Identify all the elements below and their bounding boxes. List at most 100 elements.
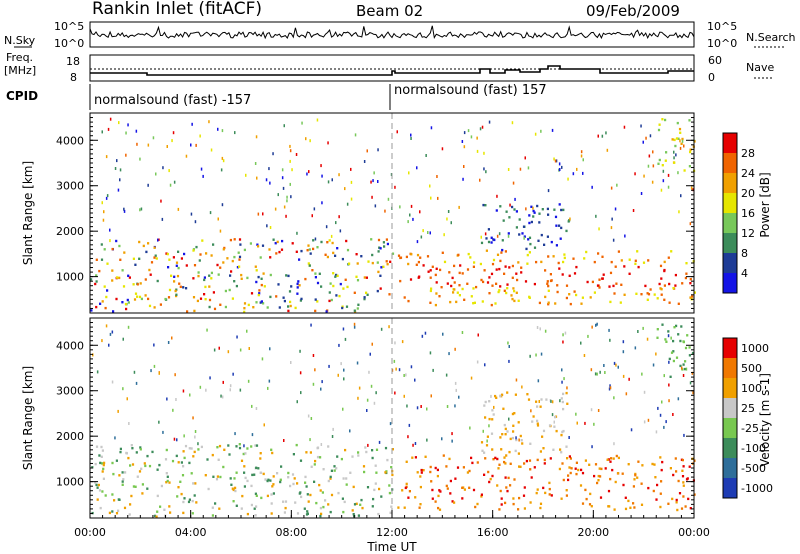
scatter-cell [311, 214, 313, 218]
data-cell [503, 423, 506, 427]
data-cell [490, 241, 493, 244]
scatter-cell [651, 180, 654, 184]
data-cell [305, 451, 308, 454]
data-cell [249, 242, 252, 245]
scatter-cell [283, 205, 286, 209]
data-cell [289, 300, 292, 304]
data-cell [183, 456, 186, 460]
data-cell [484, 416, 487, 419]
scatter-cell [663, 374, 665, 378]
data-cell [275, 295, 278, 298]
data-cell [589, 492, 592, 496]
scatter-cell [535, 353, 537, 357]
data-cell [558, 267, 561, 270]
scatter-cell [461, 331, 464, 334]
scatter-cell [432, 368, 434, 372]
data-cell [528, 251, 531, 254]
data-cell [504, 250, 507, 253]
data-cell [138, 257, 141, 260]
data-cell [208, 305, 211, 309]
scatter-cell [176, 438, 178, 442]
colorbar-tick-label: -1000 [741, 482, 773, 495]
scatter-cell [158, 420, 160, 424]
data-cell [516, 278, 519, 282]
data-cell [598, 286, 601, 289]
data-cell [344, 278, 347, 281]
scatter-cell [255, 135, 258, 139]
scatter-cell [598, 227, 600, 231]
data-cell [491, 262, 495, 266]
colorbar-tick-label: 28 [741, 147, 755, 160]
nsky-line [89, 25, 695, 40]
data-cell [179, 285, 182, 288]
data-cell [503, 272, 506, 275]
scatter-cell [185, 154, 188, 158]
data-cell [483, 404, 486, 407]
data-cell [318, 272, 321, 275]
data-cell [555, 224, 558, 227]
data-cell [201, 239, 204, 242]
data-cell [124, 471, 127, 474]
data-cell [550, 240, 553, 244]
freq-tick-top: 18 [66, 55, 80, 68]
scatter-cell [161, 217, 164, 221]
data-cell [491, 448, 494, 451]
data-cell [219, 266, 222, 269]
data-cell [500, 503, 503, 506]
data-cell [380, 266, 383, 269]
data-cell [197, 274, 200, 278]
scatter-cell [127, 123, 129, 127]
data-cell [681, 137, 684, 141]
data-cell [513, 299, 516, 303]
scatter-cell [547, 189, 550, 193]
data-cell [357, 454, 360, 457]
data-cell [480, 495, 483, 498]
scatter-cell [582, 171, 584, 175]
data-cell [682, 465, 685, 468]
data-cell [689, 148, 692, 151]
data-cell [518, 496, 521, 500]
data-cell [230, 270, 233, 273]
data-cell [506, 283, 509, 286]
data-cell [117, 498, 120, 501]
data-cell [435, 267, 438, 270]
data-cell [156, 510, 159, 513]
data-cell [238, 443, 241, 446]
data-cell [335, 273, 338, 277]
data-cell [140, 467, 143, 470]
scatter-cell [476, 149, 479, 153]
data-cell [314, 309, 317, 313]
scatter-cell [343, 377, 345, 381]
data-cell [146, 487, 149, 490]
data-cell [647, 486, 650, 490]
data-cell [593, 291, 596, 294]
data-cell [497, 467, 500, 470]
data-cell [674, 144, 677, 148]
data-cell [357, 303, 360, 306]
data-cell [235, 445, 238, 448]
scatter-cell [609, 386, 612, 390]
data-cell [254, 444, 257, 447]
data-cell [522, 225, 526, 228]
data-cell [397, 254, 401, 257]
data-cell [405, 482, 408, 486]
data-cell [547, 289, 550, 292]
data-cell [637, 265, 640, 269]
data-cell [681, 469, 684, 472]
data-cell [258, 289, 261, 292]
data-cell [192, 482, 195, 485]
data-cell [222, 248, 225, 251]
scatter-cell [220, 394, 222, 398]
data-cell [693, 493, 696, 496]
nsky-panel: N.Sky 10^5 10^0 10^5 10^0 N.Search [4, 20, 796, 50]
data-cell [500, 251, 503, 254]
scatter-cell [350, 197, 353, 201]
scatter-cell [482, 429, 484, 433]
scatter-cell [171, 336, 173, 340]
data-cell [580, 468, 583, 472]
data-cell [131, 447, 134, 450]
scatter-cell [395, 367, 397, 371]
data-cell [168, 258, 171, 261]
data-cell [371, 456, 374, 460]
